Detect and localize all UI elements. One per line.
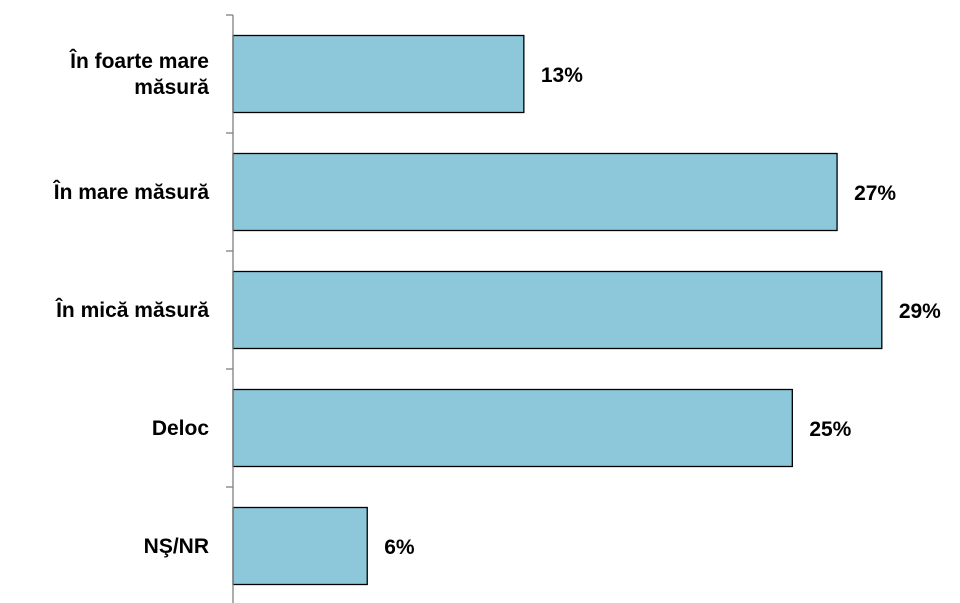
category-label: NŞ/NR: [144, 535, 209, 558]
category-label: În mică măsură: [55, 298, 209, 322]
bar: [232, 506, 368, 586]
category-label-line: În foarte mare: [69, 49, 209, 73]
category-label-line: În mică măsură: [55, 298, 209, 322]
category-label-line: măsură: [134, 76, 209, 99]
data-label: 27%: [854, 182, 896, 205]
category-label-line: Deloc: [152, 417, 210, 440]
value-labels: 13% 27% 29% 25% 6%: [384, 64, 941, 559]
bar: [232, 152, 838, 232]
category-labels: În foarte mare măsură În mare măsură În mic…: [53, 49, 210, 558]
bar: [232, 270, 883, 350]
data-label: 13%: [541, 64, 583, 87]
data-label: 29%: [899, 300, 941, 323]
data-label: 25%: [809, 418, 851, 441]
bar: [232, 34, 525, 114]
category-label-line: NŞ/NR: [144, 535, 209, 558]
bar: [232, 388, 793, 468]
category-axis: [226, 14, 234, 603]
data-label: 6%: [384, 536, 415, 559]
bars-layer: [232, 34, 883, 586]
category-label: Deloc: [152, 417, 210, 440]
category-label-line: În mare măsură: [53, 180, 210, 204]
category-label: În foarte mare măsură: [69, 49, 209, 99]
category-label: În mare măsură: [53, 180, 210, 204]
